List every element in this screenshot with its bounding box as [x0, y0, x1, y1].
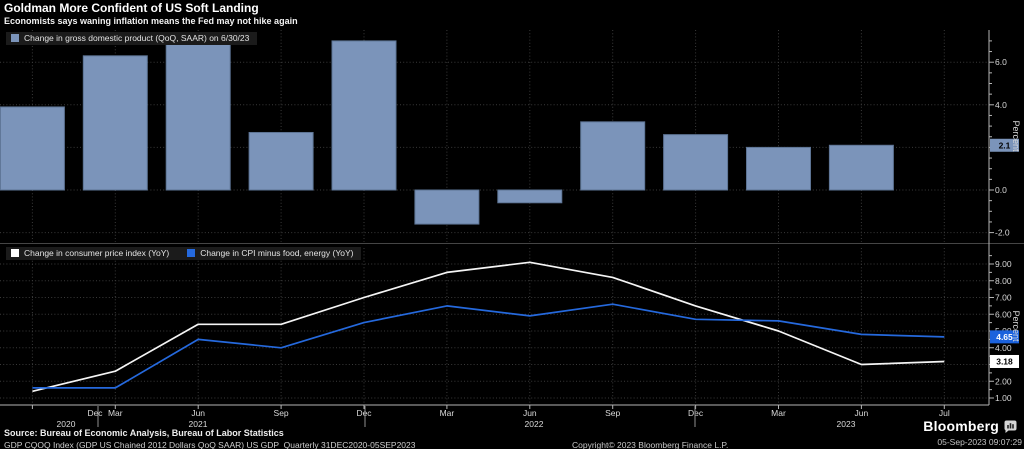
svg-text:2.1: 2.1	[999, 140, 1011, 150]
chart-header: Goldman More Confident of US Soft Landin…	[4, 2, 298, 27]
x-axis-month-label: Dec	[688, 408, 704, 418]
top-axis-tick-label: 4.0	[995, 100, 1007, 110]
x-axis-month-label: Mar	[108, 408, 123, 418]
bottom-axis-title: Percent	[1011, 310, 1021, 342]
top-axis-tick-label: 0.0	[995, 185, 1007, 195]
x-axis-month-label: Mar	[771, 408, 786, 418]
x-axis-year-label: 2021	[189, 419, 208, 429]
core-cpi-legend-label: Change in CPI minus food, energy (YoY)	[200, 248, 354, 258]
bloomberg-logo: Bloomberg	[923, 418, 1017, 434]
gdp-bar	[414, 189, 480, 225]
gdp-bar	[497, 189, 563, 204]
x-axis-month-label: Dec	[87, 408, 103, 418]
x-axis-month-label: Jun	[855, 408, 869, 418]
core-cpi-line	[32, 303, 945, 389]
bottom-axis-tick-label: 2.00	[995, 376, 1012, 386]
top-axis-tick-label: 6.0	[995, 57, 1007, 67]
bottom-axis-tick-label: 7.00	[995, 293, 1012, 303]
cpi-legend-label: Change in consumer price index (YoY)	[24, 248, 170, 258]
cpi-legend-item: Change in consumer price index (YoY)	[11, 249, 169, 258]
core-cpi-legend-swatch-icon	[187, 249, 196, 258]
bottom-axis-tick-label: 6.00	[995, 309, 1012, 319]
x-axis-month-label: Jul	[939, 408, 950, 418]
cpi-legend-swatch-icon	[11, 249, 19, 258]
page-subtitle: Economists says waning inflation means t…	[4, 16, 298, 26]
gdp-bar	[828, 144, 894, 191]
x-axis-month-label: Mar	[440, 408, 455, 418]
svg-text:4.65: 4.65	[996, 332, 1013, 342]
gdp-bar	[165, 40, 231, 191]
bottom-axis-tick-label: 8.00	[995, 276, 1012, 286]
bloomberg-logo-text: Bloomberg	[923, 418, 999, 434]
gdp-legend: Change in gross domestic product (QoQ, S…	[6, 32, 258, 45]
gdp-legend-label: Change in gross domestic product (QoQ, S…	[24, 33, 250, 43]
gdp-bar	[663, 134, 729, 191]
top-axis-title: Percent	[1011, 120, 1021, 152]
gdp-legend-item: Change in gross domestic product (QoQ, S…	[11, 34, 249, 43]
x-axis-year-label: 2022	[525, 419, 544, 429]
gdp-bar	[746, 146, 811, 191]
cpi-legend: Change in consumer price index (YoY) Cha…	[6, 247, 362, 260]
security-description-text: GDP CQOQ Index (GDP US Chained 2012 Doll…	[4, 440, 416, 449]
top-axis-tick-label: -2.0	[995, 228, 1010, 238]
core-cpi-last-value-tag	[990, 330, 1019, 344]
page-title: Goldman More Confident of US Soft Landin…	[4, 1, 259, 15]
x-axis-year-label: 2023	[837, 419, 856, 429]
svg-text:3.18: 3.18	[996, 356, 1013, 366]
gdp-bar	[248, 131, 314, 191]
bottom-axis-tick-label: 4.00	[995, 343, 1012, 353]
bottom-axis-tick-label: 1.00	[995, 393, 1012, 403]
x-axis-month-label: Sep	[274, 408, 289, 418]
gdp-bar	[82, 55, 148, 191]
x-axis-month-label: Jun	[191, 408, 205, 418]
core-cpi-legend-item: Change in CPI minus food, energy (YoY)	[187, 249, 353, 258]
x-axis-month-label: Jun	[523, 408, 537, 418]
gdp-bar	[331, 40, 397, 191]
gdp-legend-swatch-icon	[11, 34, 19, 43]
x-axis-month-label: Sep	[605, 408, 620, 418]
gdp-last-value-tag	[990, 138, 1019, 152]
bottom-axis-tick-label: 9.00	[995, 259, 1012, 269]
timestamp-text: 05-Sep-2023 09:07:29	[937, 437, 1022, 447]
cpi-last-value-tag	[990, 354, 1019, 368]
bloomberg-terminal-icon	[1004, 420, 1017, 433]
x-axis-month-label: Dec	[356, 408, 372, 418]
cpi-line	[32, 261, 945, 393]
gdp-bar	[580, 121, 646, 191]
gdp-bar	[0, 106, 65, 191]
copyright-text: Copyright© 2023 Bloomberg Finance L.P.	[572, 440, 729, 449]
x-axis-year-label: 2020	[57, 419, 76, 429]
source-text: Source: Bureau of Economic Analysis, Bur…	[4, 428, 284, 438]
